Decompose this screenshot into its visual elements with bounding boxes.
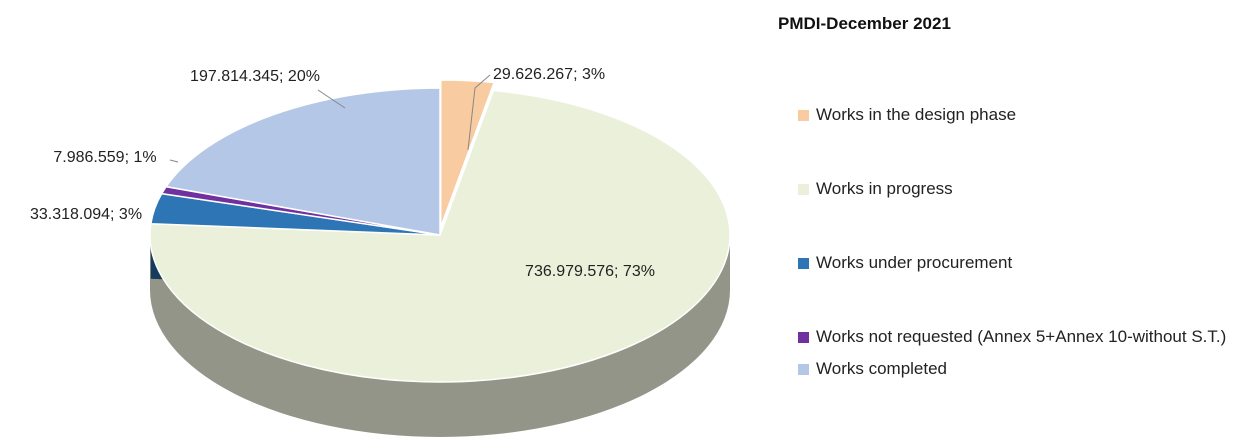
leader-line [467,74,491,151]
legend-entry: Works completed [798,358,1238,380]
slice [164,87,441,236]
slice-side [150,235,730,437]
legend-label: Works completed [816,359,948,378]
legend-swatch [798,332,809,343]
leader-line [317,89,346,109]
legend: Works in the design phase Works in progre… [798,104,1238,380]
legend-label: Works in progress [816,179,953,198]
slice [439,79,496,228]
legend-entry: Works in progress [798,178,1238,200]
data-label: 29.626.267; 3% [493,66,605,83]
legend-swatch [798,110,809,121]
legend-label: Works under procurement [816,253,1013,272]
slice [149,89,731,383]
data-label: 197.814.345; 20% [190,68,320,85]
legend-entry: Works in the design phase [798,104,1238,126]
legend-swatch [798,258,809,269]
data-label: 736.979.576; 73% [525,263,655,280]
legend-swatch [798,184,809,195]
data-label: 7.986.559; 1% [53,149,156,166]
legend-label: Works in the design phase [816,105,1017,124]
data-label: 33.318.094; 3% [30,206,142,223]
legend-entry: Works under procurement [798,252,1238,274]
leader-line [169,159,179,163]
chart-title: PMDI-December 2021 [778,14,951,33]
legend-label: Works not requested (Annex 5+Annex 10-wi… [816,327,1227,346]
legend-swatch [798,364,809,375]
legend-entry: Works not requested (Annex 5+Annex 10-wi… [798,326,1238,348]
